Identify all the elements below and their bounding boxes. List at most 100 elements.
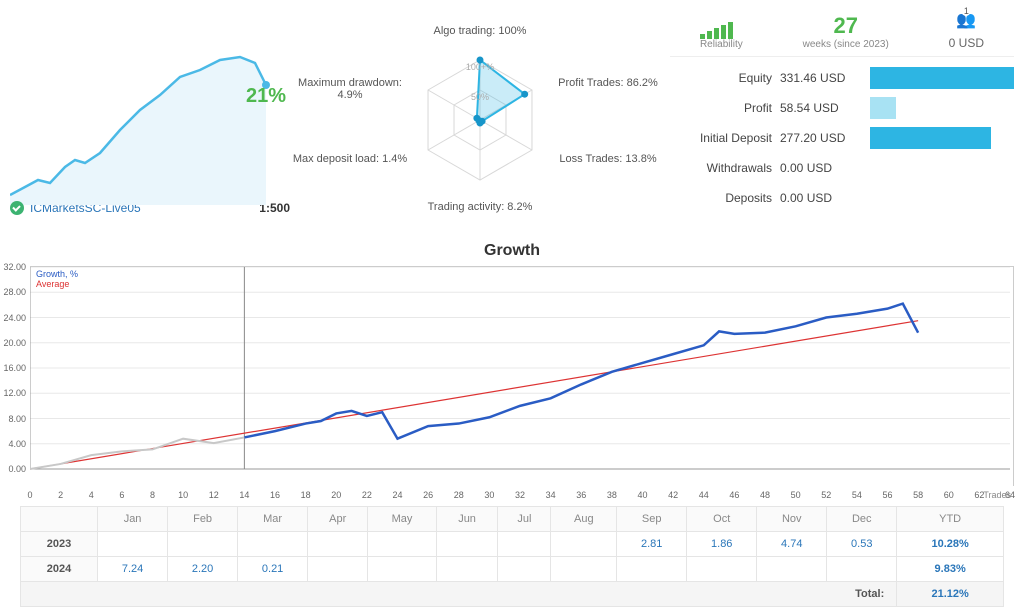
year-cell: 2024 [21,557,98,582]
month-cell[interactable] [368,532,437,557]
stats-row-bar [870,125,1014,151]
month-cell[interactable] [308,557,368,582]
x-tick: 48 [760,490,770,500]
x-tick: 12 [209,490,219,500]
stats-row: Initial Deposit277.20 USD [670,123,1014,153]
month-header: Jun [436,507,498,532]
x-tick: 14 [239,490,249,500]
x-tick: 44 [699,490,709,500]
chart-legend: Growth, % Average [36,269,78,289]
x-tick: 18 [301,490,311,500]
x-tick: 8 [150,490,155,500]
y-tick: 4.00 [8,439,26,449]
radar-axis-label: Trading activity: 8.2% [420,201,540,213]
radar-panel: 100+%50% Algo trading: 100%Profit Trades… [300,5,660,238]
month-cell[interactable] [687,557,757,582]
month-cell[interactable] [551,557,617,582]
radar-axis-label: Loss Trades: 13.8% [548,153,668,165]
month-header: Jan [98,507,168,532]
stats-row-value: 0.00 USD [780,161,870,175]
month-cell[interactable] [617,557,687,582]
y-tick: 24.00 [3,313,26,323]
month-cell[interactable]: 2.20 [168,557,238,582]
x-tick: 30 [484,490,494,500]
x-tick: 2 [58,490,63,500]
x-tick: 32 [515,490,525,500]
stats-row-bar [870,155,1014,181]
x-tick: 46 [729,490,739,500]
month-header: Jul [498,507,551,532]
x-tick: 4 [89,490,94,500]
stats-row: Deposits0.00 USD [670,183,1014,213]
stats-row: Withdrawals0.00 USD [670,153,1014,183]
weeks-block: 27 weeks (since 2023) [803,13,889,50]
stats-row-bar [870,65,1014,91]
y-tick: 8.00 [8,414,26,424]
radar-axis-label: Max deposit load: 1.4% [290,153,410,165]
ytd-cell: 10.28% [897,532,1004,557]
people-icon: 👥 1 [956,10,976,30]
monthly-returns-table: JanFebMarAprMayJunJulAugSepOctNovDecYTD2… [20,506,1004,607]
weeks-sub: weeks (since 2023) [803,39,889,50]
subscribers-block: 👥 1 0 USD [949,10,984,50]
month-cell[interactable]: 0.21 [238,557,308,582]
reliability-label: Reliability [700,39,743,50]
svg-text:100+%: 100+% [466,62,494,72]
month-cell[interactable]: 1.86 [687,532,757,557]
month-cell[interactable]: 0.53 [827,532,897,557]
x-tick: 54 [852,490,862,500]
month-cell[interactable] [238,532,308,557]
month-cell[interactable] [436,532,498,557]
stats-row-label: Profit [670,101,780,115]
mini-pct: 21% [246,85,286,108]
x-tick: 36 [576,490,586,500]
month-header: Apr [308,507,368,532]
stats-table: Equity331.46 USD Profit58.54 USD Initial D… [670,63,1014,213]
y-tick: 20.00 [3,338,26,348]
x-tick: 42 [668,490,678,500]
month-header: YTD [897,507,1004,532]
growth-chart[interactable]: Growth, % Average 0.004.008.0012.0016.00… [30,266,1014,486]
legend-average: Average [36,279,78,289]
month-cell[interactable] [498,557,551,582]
month-cell[interactable] [757,557,827,582]
stats-row-value: 58.54 USD [780,101,870,115]
x-tick: 22 [362,490,372,500]
month-cell[interactable]: 2.81 [617,532,687,557]
total-value: 21.12% [897,582,1004,607]
month-cell[interactable] [827,557,897,582]
weeks-value: 27 [803,13,889,39]
mini-growth-panel: 21% ICMarketsSC-Live05 1:500 [10,5,290,238]
stats-panel: Reliability 27 weeks (since 2023) 👥 1 0 … [670,5,1014,238]
x-tick: 24 [392,490,402,500]
month-cell[interactable] [168,532,238,557]
month-cell[interactable] [436,557,498,582]
stats-row-bar [870,95,1014,121]
x-tick: 40 [637,490,647,500]
month-cell[interactable] [368,557,437,582]
month-header: Feb [168,507,238,532]
x-tick: 56 [882,490,892,500]
stats-row-label: Deposits [670,191,780,205]
x-tick: 26 [423,490,433,500]
stats-row-value: 331.46 USD [780,71,870,85]
month-cell[interactable] [98,532,168,557]
month-cell[interactable] [498,532,551,557]
month-cell[interactable]: 7.24 [98,557,168,582]
stats-row-label: Withdrawals [670,161,780,175]
month-cell[interactable] [308,532,368,557]
y-tick: 32.00 [3,262,26,272]
month-header: Oct [687,507,757,532]
y-tick: 28.00 [3,287,26,297]
reliability-block: Reliability [700,19,743,50]
month-header: May [368,507,437,532]
x-tick: 58 [913,490,923,500]
x-tick: 28 [454,490,464,500]
month-cell[interactable] [551,532,617,557]
x-tick: 16 [270,490,280,500]
x-tick: 10 [178,490,188,500]
month-header: Sep [617,507,687,532]
x-tick: 60 [944,490,954,500]
stats-row-label: Equity [670,71,780,85]
month-cell[interactable]: 4.74 [757,532,827,557]
